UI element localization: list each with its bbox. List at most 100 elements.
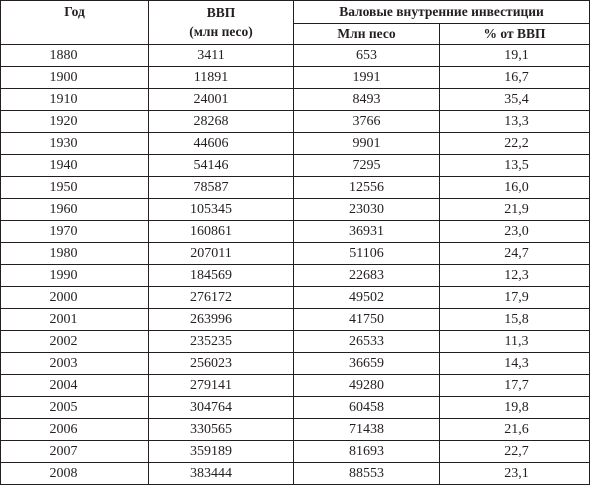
table-body: 1880 3411 653 19,1 1900 11891 1991 16,7 1910 2400… [0,44,590,485]
cell-gdp: 160861 [148,220,294,243]
table-row: 1980 207011 51106 24,7 [0,242,590,265]
cell-year: 2001 [0,308,149,331]
cell-year: 1900 [0,66,149,89]
cell-investment-mln: 51106 [293,242,440,265]
cell-investment-pct: 13,3 [439,110,590,133]
cell-investment-mln: 3766 [293,110,440,133]
table-row: 2004 279141 49280 17,7 [0,374,590,397]
cell-year: 2008 [0,462,149,485]
cell-investment-mln: 36659 [293,352,440,375]
header-gdp-unit: (млн песо) [189,24,253,39]
cell-investment-pct: 22,2 [439,132,590,155]
table-row: 2006 330565 71438 21,6 [0,418,590,441]
cell-investment-mln: 49280 [293,374,440,397]
cell-year: 1950 [0,176,149,199]
table-row: 1940 54146 7295 13,5 [0,154,590,177]
table-row: 2008 383444 88553 23,1 [0,462,590,485]
cell-year: 2005 [0,396,149,419]
table-row: 1900 11891 1991 16,7 [0,66,590,89]
table-row: 1920 28268 3766 13,3 [0,110,590,133]
cell-year: 1980 [0,242,149,265]
cell-investment-mln: 36931 [293,220,440,243]
table-row: 2003 256023 36659 14,3 [0,352,590,375]
header-row-top: Год ВВП (млн песо) Валовые внутренние ин… [0,0,590,45]
cell-investment-mln: 60458 [293,396,440,419]
table-row: 2002 235235 26533 11,3 [0,330,590,353]
header-investment-pct: % от ВВП [439,23,590,45]
cell-gdp: 330565 [148,418,294,441]
cell-year: 1970 [0,220,149,243]
cell-year: 1920 [0,110,149,133]
table-row: 1880 3411 653 19,1 [0,44,590,67]
table-row: 1910 24001 8493 35,4 [0,88,590,111]
cell-investment-mln: 23030 [293,198,440,221]
cell-investment-pct: 23,1 [439,462,590,485]
cell-investment-pct: 24,7 [439,242,590,265]
cell-gdp: 44606 [148,132,294,155]
cell-investment-mln: 653 [293,44,440,67]
cell-investment-pct: 12,3 [439,264,590,287]
cell-investment-mln: 12556 [293,176,440,199]
cell-gdp: 359189 [148,440,294,463]
cell-gdp: 24001 [148,88,294,111]
cell-investment-pct: 21,9 [439,198,590,221]
cell-investment-pct: 22,7 [439,440,590,463]
cell-investment-mln: 49502 [293,286,440,309]
cell-investment-mln: 8493 [293,88,440,111]
header-investment-group: Валовые внутренние инвестиции [293,0,590,24]
table-row: 2001 263996 41750 15,8 [0,308,590,331]
cell-investment-pct: 35,4 [439,88,590,111]
cell-gdp: 11891 [148,66,294,89]
table-row: 2007 359189 81693 22,7 [0,440,590,463]
cell-investment-mln: 81693 [293,440,440,463]
cell-year: 1880 [0,44,149,67]
cell-investment-pct: 19,8 [439,396,590,419]
cell-investment-pct: 15,8 [439,308,590,331]
cell-year: 1940 [0,154,149,177]
cell-investment-pct: 21,6 [439,418,590,441]
cell-year: 2006 [0,418,149,441]
table-row: 1930 44606 9901 22,2 [0,132,590,155]
cell-gdp: 256023 [148,352,294,375]
header-gdp-title: ВВП [206,5,236,20]
cell-gdp: 28268 [148,110,294,133]
cell-investment-pct: 11,3 [439,330,590,353]
cell-year: 2003 [0,352,149,375]
table-row: 1990 184569 22683 12,3 [0,264,590,287]
cell-year: 2004 [0,374,149,397]
header-year: Год [0,0,149,45]
table-row: 1950 78587 12556 16,0 [0,176,590,199]
cell-gdp: 263996 [148,308,294,331]
cell-gdp: 105345 [148,198,294,221]
cell-year: 1930 [0,132,149,155]
cell-gdp: 3411 [148,44,294,67]
cell-investment-mln: 22683 [293,264,440,287]
cell-investment-mln: 7295 [293,154,440,177]
table-header: Год ВВП (млн песо) Валовые внутренние ин… [0,0,590,45]
header-gdp: ВВП (млн песо) [148,0,294,45]
cell-gdp: 54146 [148,154,294,177]
cell-gdp: 383444 [148,462,294,485]
cell-gdp: 279141 [148,374,294,397]
cell-year: 1910 [0,88,149,111]
cell-gdp: 207011 [148,242,294,265]
cell-investment-pct: 16,0 [439,176,590,199]
table-row: 1960 105345 23030 21,9 [0,198,590,221]
cell-investment-mln: 71438 [293,418,440,441]
cell-investment-pct: 19,1 [439,44,590,67]
cell-investment-pct: 14,3 [439,352,590,375]
cell-year: 2007 [0,440,149,463]
cell-investment-pct: 13,5 [439,154,590,177]
cell-investment-pct: 16,7 [439,66,590,89]
cell-year: 2000 [0,286,149,309]
cell-investment-mln: 1991 [293,66,440,89]
header-investment-mln: Млн песо [293,23,440,45]
cell-investment-pct: 23,0 [439,220,590,243]
cell-gdp: 78587 [148,176,294,199]
cell-gdp: 235235 [148,330,294,353]
cell-investment-pct: 17,9 [439,286,590,309]
cell-investment-mln: 9901 [293,132,440,155]
cell-year: 2002 [0,330,149,353]
table-row: 1970 160861 36931 23,0 [0,220,590,243]
cell-investment-mln: 26533 [293,330,440,353]
